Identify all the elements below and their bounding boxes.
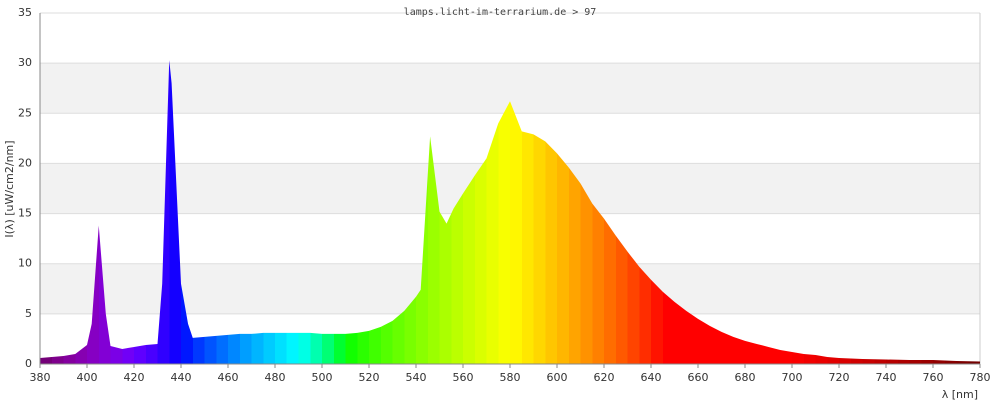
x-tick-label: 400	[77, 371, 98, 384]
x-tick-label: 420	[124, 371, 145, 384]
y-axis-label: I(λ) [uW/cm2/nm]	[3, 140, 16, 237]
x-tick-label: 500	[312, 371, 333, 384]
x-tick-label: 680	[735, 371, 756, 384]
chart-title: lamps.licht-im-terrarium.de > 97	[404, 7, 597, 18]
spectrum-area	[40, 60, 980, 365]
x-axis-label: λ [nm]	[942, 388, 978, 400]
y-tick-label: 5	[25, 307, 32, 320]
y-tick-label: 0	[25, 357, 32, 370]
x-tick-label: 660	[688, 371, 709, 384]
x-tick-label: 620	[594, 371, 615, 384]
x-tick-label: 460	[218, 371, 239, 384]
x-tick-label: 780	[970, 371, 991, 384]
x-tick-label: 700	[782, 371, 803, 384]
y-tick-label: 15	[18, 207, 32, 220]
x-tick-label: 600	[547, 371, 568, 384]
x-tick-label: 520	[359, 371, 380, 384]
x-tick-label: 640	[641, 371, 662, 384]
x-tick-label: 540	[406, 371, 427, 384]
y-tick-label: 25	[18, 106, 32, 119]
x-tick-label: 760	[923, 371, 944, 384]
y-tick-label: 35	[18, 6, 32, 19]
x-tick-label: 720	[829, 371, 850, 384]
y-tick-label: 10	[18, 257, 32, 270]
x-tick-label: 380	[30, 371, 51, 384]
x-tick-label: 440	[171, 371, 192, 384]
x-tick-label: 580	[500, 371, 521, 384]
x-tick-label: 740	[876, 371, 897, 384]
x-tick-label: 480	[265, 371, 286, 384]
x-tick-label: 560	[453, 371, 474, 384]
y-tick-label: 20	[18, 156, 32, 169]
y-tick-label: 30	[18, 56, 32, 69]
